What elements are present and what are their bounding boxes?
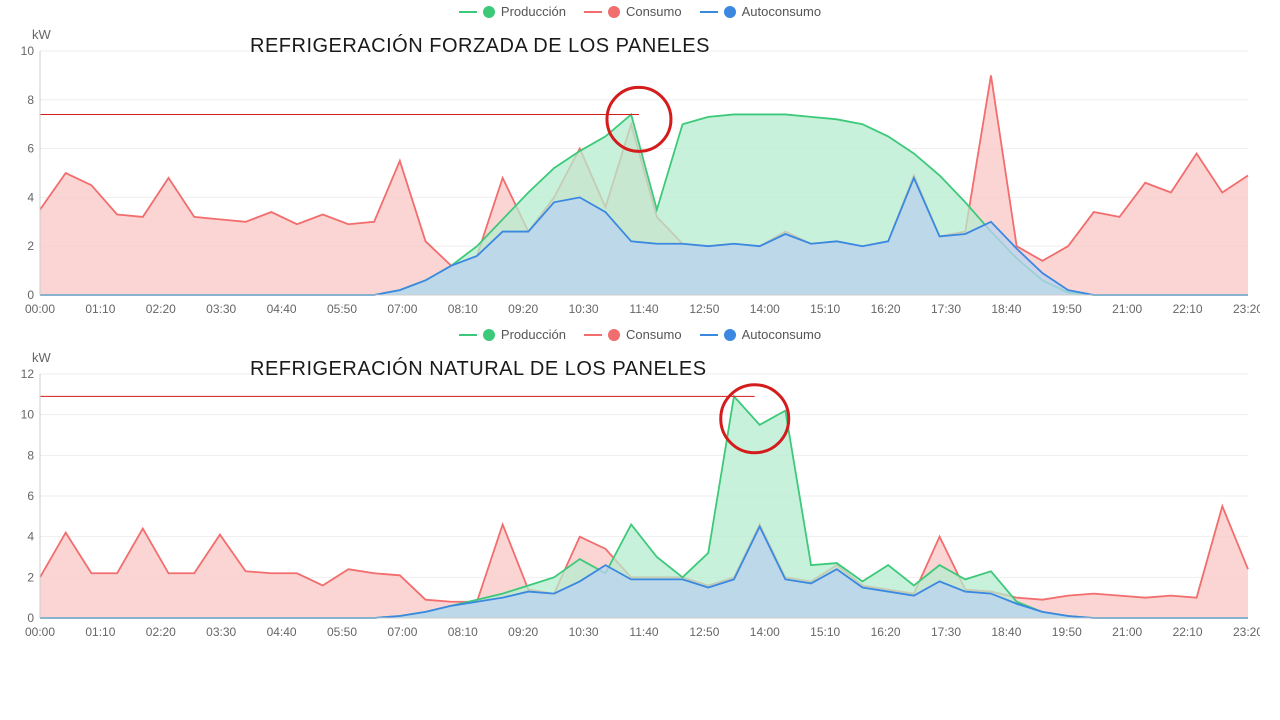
legend-line-production (459, 334, 477, 336)
legend-bottom: Producción Consumo Autoconsumo (0, 323, 1280, 346)
legend-line-consumption (584, 11, 602, 13)
legend-label: Consumo (626, 327, 682, 342)
svg-text:18:40: 18:40 (991, 302, 1021, 316)
svg-text:21:00: 21:00 (1112, 625, 1142, 639)
legend-label: Producción (501, 4, 566, 19)
svg-text:02:20: 02:20 (146, 625, 176, 639)
svg-text:17:30: 17:30 (931, 302, 961, 316)
legend-dot-selfcons (724, 329, 736, 341)
svg-text:07:00: 07:00 (387, 625, 417, 639)
svg-text:23:20: 23:20 (1233, 625, 1260, 639)
svg-text:17:30: 17:30 (931, 625, 961, 639)
svg-text:05:50: 05:50 (327, 625, 357, 639)
legend-item-production: Producción (459, 327, 566, 342)
svg-text:23:20: 23:20 (1233, 302, 1260, 316)
legend-label: Autoconsumo (742, 4, 822, 19)
svg-text:04:40: 04:40 (267, 625, 297, 639)
svg-text:10:30: 10:30 (569, 625, 599, 639)
svg-text:22:10: 22:10 (1173, 625, 1203, 639)
svg-text:12: 12 (21, 367, 35, 381)
chart-svg-1: 0 2 4 6 8 10 00:00 01:10 02:20 03:30 04:40 05:50 07:… (0, 23, 1260, 323)
svg-text:16:20: 16:20 (871, 302, 901, 316)
svg-text:05:50: 05:50 (327, 302, 357, 316)
svg-text:00:00: 00:00 (25, 625, 55, 639)
svg-text:01:10: 01:10 (85, 625, 115, 639)
svg-text:09:20: 09:20 (508, 625, 538, 639)
svg-text:15:10: 15:10 (810, 302, 840, 316)
svg-text:08:10: 08:10 (448, 302, 478, 316)
svg-text:10: 10 (21, 44, 35, 58)
legend-line-selfcons (700, 11, 718, 13)
legend-item-consumption: Consumo (584, 327, 682, 342)
y-axis-label: kW (32, 350, 51, 365)
legend-line-selfcons (700, 334, 718, 336)
legend-dot-consumption (608, 329, 620, 341)
chart-natural-cooling: kW REFRIGERACIÓN NATURAL DE LOS PANELES … (0, 346, 1280, 646)
svg-text:0: 0 (27, 611, 34, 625)
svg-text:4: 4 (27, 190, 34, 204)
svg-text:03:30: 03:30 (206, 302, 236, 316)
svg-text:0: 0 (27, 288, 34, 302)
legend-label: Consumo (626, 4, 682, 19)
legend-label: Producción (501, 327, 566, 342)
svg-text:04:40: 04:40 (267, 302, 297, 316)
svg-text:6: 6 (27, 489, 34, 503)
legend-top: Producción Consumo Autoconsumo (0, 0, 1280, 23)
chart-forced-cooling: kW REFRIGERACIÓN FORZADA DE LOS PANELES … (0, 23, 1280, 323)
svg-text:19:50: 19:50 (1052, 302, 1082, 316)
svg-text:03:30: 03:30 (206, 625, 236, 639)
svg-text:22:10: 22:10 (1173, 302, 1203, 316)
svg-text:16:20: 16:20 (871, 625, 901, 639)
svg-text:01:10: 01:10 (85, 302, 115, 316)
svg-text:11:40: 11:40 (629, 625, 658, 639)
legend-item-production: Producción (459, 4, 566, 19)
svg-text:21:00: 21:00 (1112, 302, 1142, 316)
svg-text:08:10: 08:10 (448, 625, 478, 639)
svg-text:15:10: 15:10 (810, 625, 840, 639)
legend-label: Autoconsumo (742, 327, 822, 342)
svg-text:12:50: 12:50 (689, 302, 719, 316)
svg-text:18:40: 18:40 (991, 625, 1021, 639)
legend-dot-production (483, 6, 495, 18)
svg-text:14:00: 14:00 (750, 302, 780, 316)
svg-text:10: 10 (21, 408, 35, 422)
svg-text:00:00: 00:00 (25, 302, 55, 316)
legend-line-consumption (584, 334, 602, 336)
svg-text:2: 2 (27, 570, 34, 584)
svg-text:11:40: 11:40 (629, 302, 658, 316)
y-axis-label: kW (32, 27, 51, 42)
svg-text:8: 8 (27, 448, 34, 462)
legend-item-selfcons: Autoconsumo (700, 327, 822, 342)
svg-text:09:20: 09:20 (508, 302, 538, 316)
svg-text:6: 6 (27, 142, 34, 156)
legend-line-production (459, 11, 477, 13)
chart-title: REFRIGERACIÓN NATURAL DE LOS PANELES (250, 358, 707, 381)
svg-text:8: 8 (27, 93, 34, 107)
svg-text:10:30: 10:30 (569, 302, 599, 316)
svg-text:19:50: 19:50 (1052, 625, 1082, 639)
svg-text:4: 4 (27, 530, 34, 544)
legend-item-selfcons: Autoconsumo (700, 4, 822, 19)
svg-text:12:50: 12:50 (689, 625, 719, 639)
svg-text:14:00: 14:00 (750, 625, 780, 639)
svg-text:07:00: 07:00 (387, 302, 417, 316)
svg-text:2: 2 (27, 239, 34, 253)
svg-text:02:20: 02:20 (146, 302, 176, 316)
legend-dot-production (483, 329, 495, 341)
legend-dot-selfcons (724, 6, 736, 18)
legend-dot-consumption (608, 6, 620, 18)
chart-title: REFRIGERACIÓN FORZADA DE LOS PANELES (250, 35, 710, 58)
legend-item-consumption: Consumo (584, 4, 682, 19)
chart-svg-2: 0 2 4 6 8 10 12 00:00 01:10 02:20 03:30 04:40 05:50 0… (0, 346, 1260, 646)
